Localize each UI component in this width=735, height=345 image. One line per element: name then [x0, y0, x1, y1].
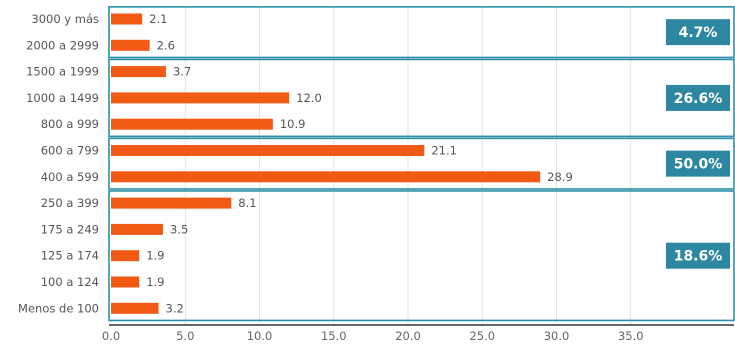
value-label: 8.1: [238, 196, 256, 210]
bar: [111, 250, 140, 262]
category-label: 175 a 249: [41, 222, 99, 236]
group-box: [108, 58, 735, 138]
bar: [111, 197, 232, 209]
category-label: 100 a 124: [41, 275, 99, 289]
bar: [111, 302, 159, 314]
group-box: [108, 137, 735, 190]
category-label: 800 a 999: [41, 117, 99, 131]
x-tick-label: 35.0: [618, 329, 644, 343]
x-tick-label: 5.0: [176, 329, 194, 343]
bar: [111, 39, 150, 51]
bar: [111, 276, 140, 288]
category-label: 1500 a 1999: [26, 65, 99, 79]
group-box: [108, 190, 735, 322]
percentage-badge: [666, 150, 730, 177]
x-tick-label: 10.0: [247, 329, 273, 343]
percentage-badge-label: 26.6%: [674, 91, 723, 107]
category-label: 2000 a 2999: [26, 38, 99, 52]
category-label: 1000 a 1499: [26, 91, 99, 105]
value-label: 10.9: [280, 117, 306, 131]
percentage-badge: [666, 19, 730, 46]
bar: [111, 92, 290, 104]
x-tick-label: 30.0: [544, 329, 570, 343]
percentage-badge: [666, 242, 730, 269]
category-label: 3000 y más: [31, 12, 99, 26]
x-tick-label: 15.0: [321, 329, 347, 343]
bar: [111, 13, 143, 25]
value-label: 2.1: [149, 12, 167, 26]
value-label: 3.7: [173, 65, 191, 79]
bar: [111, 145, 425, 156]
percentage-badge-label: 18.6%: [674, 249, 723, 265]
category-label: 125 a 174: [41, 249, 99, 263]
bar: [111, 118, 273, 130]
value-label: 12.0: [296, 91, 322, 105]
category-label: 250 a 399: [41, 196, 99, 210]
x-tick-label: 25.0: [469, 329, 495, 343]
bar: [111, 223, 163, 235]
value-label: 3.5: [170, 222, 188, 236]
percentage-badge-label: 50.0%: [674, 157, 723, 173]
category-label: Menos de 100: [18, 301, 99, 315]
percentage-badge-label: 4.7%: [679, 25, 718, 41]
bar: [111, 171, 541, 183]
group-box: [108, 6, 735, 59]
category-label: 600 a 799: [41, 144, 99, 158]
category-label: 400 a 599: [41, 170, 99, 184]
percentage-badge: [666, 84, 730, 111]
x-tick-label: 20.0: [395, 329, 421, 343]
value-label: 3.2: [166, 301, 184, 315]
value-label: 1.9: [146, 275, 164, 289]
value-label: 1.9: [146, 249, 164, 263]
value-label: 21.1: [431, 144, 457, 158]
bar: [111, 66, 166, 78]
value-label: 2.6: [157, 38, 175, 52]
value-label: 28.9: [547, 170, 573, 184]
x-tick-label: 0.0: [102, 329, 120, 343]
